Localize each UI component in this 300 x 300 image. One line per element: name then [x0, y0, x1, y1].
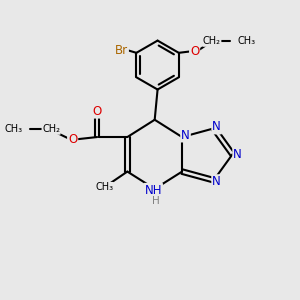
Text: O: O	[92, 105, 102, 118]
Text: CH₂: CH₂	[42, 124, 60, 134]
Text: N: N	[233, 148, 242, 161]
Text: CH₃: CH₃	[238, 36, 256, 46]
Text: O: O	[68, 133, 77, 146]
Text: CH₃: CH₃	[5, 124, 23, 134]
Text: N: N	[212, 121, 221, 134]
Text: N: N	[212, 175, 221, 188]
Text: CH₂: CH₂	[203, 36, 221, 46]
Text: N: N	[181, 128, 190, 142]
Text: CH₃: CH₃	[95, 182, 113, 192]
Text: H: H	[152, 196, 160, 206]
Text: O: O	[190, 45, 199, 58]
Text: NH: NH	[145, 184, 162, 197]
Text: Br: Br	[115, 44, 128, 57]
